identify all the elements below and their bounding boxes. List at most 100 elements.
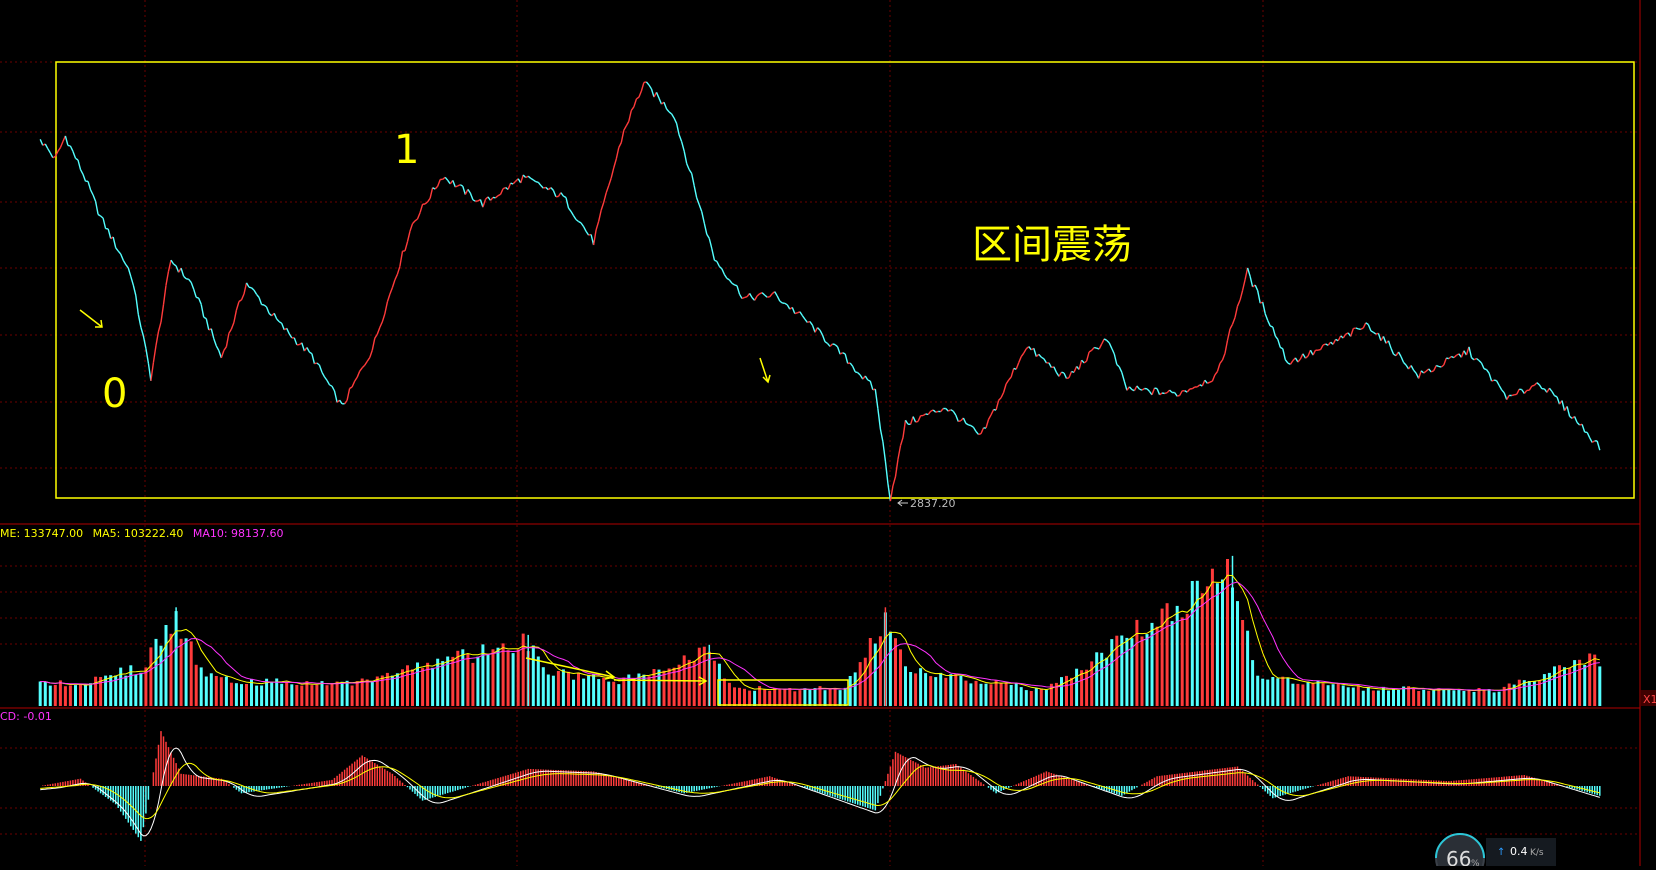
volume-bar [441, 661, 444, 706]
price-segment [641, 82, 644, 91]
price-segment [677, 123, 680, 134]
price-segment [128, 268, 131, 276]
volume-bar [315, 685, 318, 706]
volume-bar [1146, 634, 1149, 706]
price-segment [709, 238, 712, 248]
price-segment [1210, 381, 1213, 382]
price-segment [103, 218, 106, 229]
volume-bar [522, 634, 525, 706]
price-segment [795, 313, 798, 314]
volume-bar [1387, 691, 1390, 707]
volume-bar [1392, 688, 1395, 706]
volume-bar [1412, 688, 1415, 706]
price-segment [453, 180, 456, 187]
price-segment [1147, 389, 1150, 392]
price-segment [714, 260, 717, 261]
price-segment [385, 302, 388, 314]
volume-bar [904, 666, 907, 706]
volume-bar [814, 688, 817, 706]
volume-bar [225, 677, 228, 706]
price-segment [244, 283, 247, 294]
price-segment [1114, 354, 1117, 365]
price-segment [1238, 300, 1241, 306]
volume-bar [1226, 559, 1229, 706]
volume-bar [1181, 617, 1184, 706]
price-segment [229, 329, 232, 333]
volume-ma-lines [40, 575, 1600, 690]
price-segment [614, 159, 617, 168]
speed-widget[interactable]: 66 % ↑ 0.4 K/s [1436, 834, 1556, 866]
price-segment [712, 249, 715, 261]
volume-bar [1422, 690, 1425, 706]
price-segment [606, 186, 609, 193]
price-segment [1215, 372, 1218, 375]
price-segment [569, 208, 572, 211]
volume-bar [617, 684, 620, 706]
price-segment [740, 294, 743, 298]
volume-bar [959, 676, 962, 706]
volume-bar [336, 682, 339, 706]
price-segment [1167, 390, 1170, 393]
volume-bar [235, 683, 238, 706]
volume-bar [1020, 687, 1023, 706]
volume-bar [502, 643, 505, 706]
price-segment [169, 260, 172, 271]
price-segment [1529, 386, 1532, 390]
price-segment [1539, 385, 1542, 389]
wave-label-1: 1 [394, 127, 419, 173]
volume-bar [1070, 678, 1073, 706]
price-segment [1001, 393, 1004, 398]
price-segment [737, 286, 740, 295]
price-segment [1441, 365, 1444, 367]
price-segment [1255, 285, 1258, 291]
volume-bar [944, 678, 947, 706]
volume-bar [1598, 666, 1601, 706]
price-segment [948, 410, 951, 411]
price-segment [1494, 380, 1497, 381]
price-segment [1290, 361, 1293, 365]
price-segment [616, 148, 619, 159]
price-segment [1142, 389, 1145, 391]
volume-bar [1236, 601, 1239, 706]
price-segment [405, 242, 408, 251]
price-segment [1170, 390, 1173, 392]
price-segment [191, 282, 194, 289]
price-segment [1220, 360, 1223, 364]
volume-bar [44, 682, 47, 706]
price-segment [911, 417, 914, 425]
volume-bar [49, 686, 52, 706]
volume-bar [1256, 676, 1259, 706]
price-segment [870, 381, 873, 390]
price-segment [1424, 371, 1427, 373]
volume-bar [1442, 689, 1445, 707]
price-segment [247, 283, 250, 287]
volume-bar [134, 675, 137, 707]
price-segment [1343, 334, 1346, 338]
price-segment [649, 85, 652, 89]
price-segment [1353, 328, 1356, 329]
volume-bar [492, 649, 495, 706]
price-segment [269, 314, 272, 316]
volume-bar [733, 687, 736, 706]
volume-bar [1251, 660, 1254, 706]
price-segment [694, 186, 697, 198]
price-segment [898, 446, 901, 459]
volume-bar [155, 639, 158, 706]
price-segment [156, 331, 159, 345]
volume-bar [985, 684, 988, 706]
volume-bar [139, 673, 142, 706]
price-segment [1399, 352, 1402, 357]
volume-bar [612, 682, 615, 706]
price-segment [636, 97, 639, 99]
price-segment [322, 372, 325, 377]
volume-bar [829, 689, 832, 706]
volume-bar [1468, 691, 1471, 707]
price-segment [1439, 367, 1442, 368]
price-segment [410, 224, 413, 232]
price-segment [667, 109, 670, 112]
price-segment [699, 205, 702, 212]
price-segment [387, 294, 390, 302]
price-segment [551, 188, 554, 191]
volume-bar [421, 668, 424, 706]
